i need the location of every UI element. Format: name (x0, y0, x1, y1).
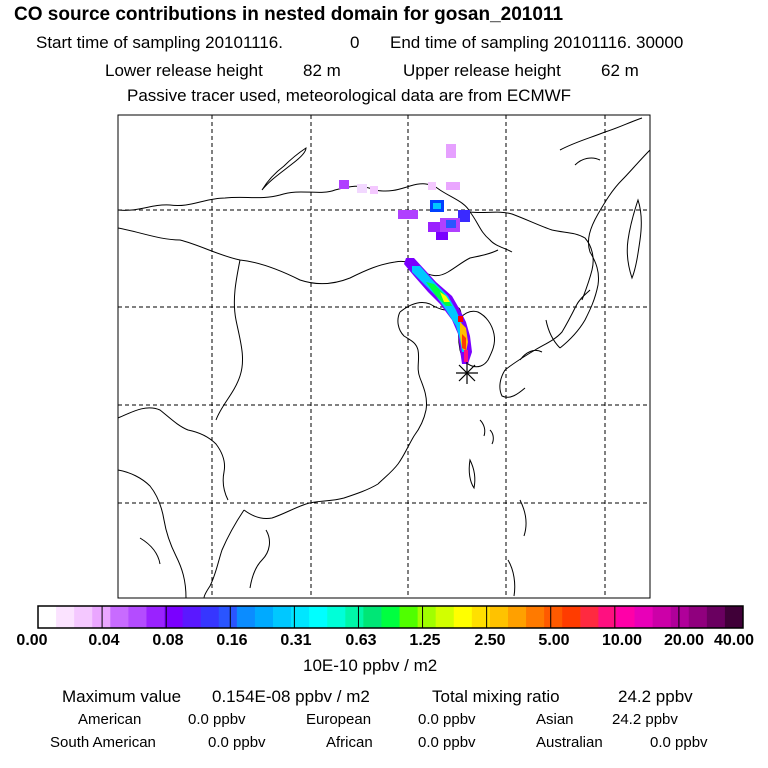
colorbar-tick: 2.50 (474, 632, 506, 649)
map-frame (117, 114, 651, 599)
colorbar-swatch (417, 606, 437, 628)
region-value: 0.0 ppbv (650, 734, 708, 751)
region-name: European (306, 711, 372, 728)
region-value: 0.0 ppbv (418, 711, 476, 728)
tracer-note: Passive tracer used, meteorological data… (127, 86, 572, 105)
colorbar-swatch (146, 606, 166, 628)
colorbar-swatch (92, 606, 111, 628)
total-mixing-value: 24.2 ppbv (618, 687, 693, 706)
max-value-label: Maximum value (62, 687, 182, 706)
start-time-label: Start time of sampling 20101116. (36, 33, 283, 52)
colorbar-swatch (291, 606, 310, 628)
colorbar-swatch (634, 606, 654, 628)
colorbar-swatch (236, 606, 256, 628)
end-time-label: End time of sampling 20101116. 30000 (390, 33, 684, 52)
colorbar-swatch (580, 606, 599, 628)
colorbar-swatch (652, 606, 672, 628)
colorbar-tick: 0.31 (280, 632, 312, 649)
colorbar-swatch (435, 606, 455, 628)
colorbar-unit: 10E-10 ppbv / m2 (303, 656, 438, 675)
region-value: 0.0 ppbv (188, 711, 246, 728)
colorbar-swatch (74, 606, 93, 628)
colorbar-swatch (508, 606, 527, 628)
colorbar-swatch (182, 606, 202, 628)
region-value: 0.0 ppbv (208, 734, 266, 751)
colorbar-swatch (706, 606, 726, 628)
colorbar-swatch (273, 606, 292, 628)
colorbar-swatch (688, 606, 708, 628)
colorbar-swatch (598, 606, 617, 628)
colorbar-tick: 0.08 (152, 632, 184, 649)
colorbar-swatch (128, 606, 147, 628)
region-name: African (326, 734, 373, 751)
colorbar-swatch (562, 606, 581, 628)
colorbar-swatch (526, 606, 545, 628)
colorbar-swatch (724, 606, 744, 628)
colorbar-swatch (164, 606, 184, 628)
upper-release-label: Upper release height (403, 61, 561, 80)
colorbar-swatch (399, 606, 419, 628)
colorbar-tick: 0.04 (88, 632, 120, 649)
colorbar-swatch (670, 606, 690, 628)
colorbar-swatch (56, 606, 75, 628)
colorbar-swatch (327, 606, 346, 628)
colorbar-swatch (363, 606, 382, 628)
colorbar-tick: 10.00 (601, 632, 643, 649)
colorbar-tick: 0.00 (16, 632, 48, 649)
colorbar-swatch (453, 606, 473, 628)
max-value: 0.154E-08 ppbv / m2 (212, 687, 370, 706)
lat-lon-grid (118, 115, 650, 598)
colorbar-swatch (38, 606, 57, 628)
colorbar-tick: 0.63 (345, 632, 377, 649)
colorbar (38, 606, 744, 628)
start-time-hour: 0 (350, 33, 360, 52)
region-name: Asian (536, 711, 574, 728)
colorbar-swatch (489, 606, 509, 628)
lower-release-value: 82 m (303, 61, 341, 80)
region-value: 0.0 ppbv (418, 734, 476, 751)
lower-release-label: Lower release height (105, 61, 263, 80)
total-mixing-label: Total mixing ratio (432, 687, 560, 706)
colorbar-tick: 0.16 (216, 632, 248, 649)
colorbar-frame (37, 605, 744, 629)
colorbar-swatch (218, 606, 238, 628)
colorbar-swatch (254, 606, 274, 628)
upper-release-value: 62 m (601, 61, 639, 80)
colorbar-swatch (309, 606, 328, 628)
colorbar-swatch (110, 606, 129, 628)
colorbar-tick: 40.00 (713, 632, 755, 649)
colorbar-tick: 1.25 (409, 632, 441, 649)
chart-title: CO source contributions in nested domain… (14, 4, 564, 25)
coastlines (118, 117, 650, 598)
region-name: American (78, 711, 142, 728)
colorbar-swatch (544, 606, 563, 628)
colorbar-swatch (345, 606, 364, 628)
colorbar-swatch (200, 606, 220, 628)
receptor-marker (456, 362, 478, 384)
colorbar-swatch (471, 606, 491, 628)
region-name: Australian (536, 734, 603, 751)
region-value: 24.2 ppbv (612, 711, 678, 728)
colorbar-tick: 5.00 (538, 632, 570, 649)
colorbar-swatch (616, 606, 636, 628)
region-name: South American (50, 734, 156, 751)
colorbar-swatch (381, 606, 401, 628)
colorbar-tick: 20.00 (663, 632, 705, 649)
co-plume (339, 144, 472, 364)
